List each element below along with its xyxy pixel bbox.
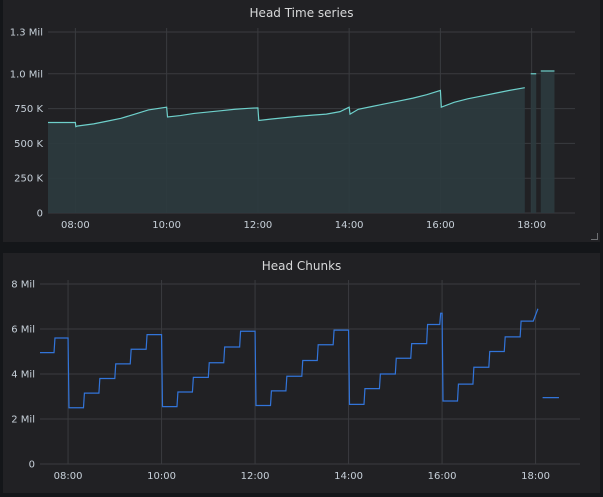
x-tick-label: 18:00 <box>521 471 550 482</box>
y-tick-label: 4 Mil <box>11 370 35 381</box>
y-tick-label: 2 Mil <box>11 415 35 426</box>
head-chunks-chart[interactable]: 0 2 Mil 4 Mil 6 Mil 8 Mil 08:00 10:00 12:00 14:0… <box>3 253 600 493</box>
x-tick-label: 16:00 <box>426 220 455 231</box>
y-tick-label: 1.3 Mil <box>10 28 43 39</box>
x-tick-label: 08:00 <box>54 471 83 482</box>
panel-title[interactable]: Head Chunks <box>261 259 342 273</box>
x-tick-label: 16:00 <box>428 471 457 482</box>
series-area-fill <box>530 73 537 214</box>
series-area-fill <box>540 70 555 213</box>
x-tick-label: 08:00 <box>61 220 90 231</box>
y-tick-label: 500 K <box>14 139 43 150</box>
y-tick-label: 8 Mil <box>11 280 35 291</box>
y-tick-label: 750 K <box>14 104 43 115</box>
resize-icon[interactable] <box>591 233 598 240</box>
series-line <box>48 87 525 128</box>
head-time-series-chart[interactable]: 0 250 K 500 K 750 K 1.0 Mil 1.3 Mil 08:00 10:00… <box>3 0 600 242</box>
x-tick-label: 12:00 <box>241 471 270 482</box>
x-tick-label: 14:00 <box>334 471 363 482</box>
x-tick-label: 14:00 <box>335 220 364 231</box>
x-tick-label: 12:00 <box>243 220 272 231</box>
x-tick-label: 10:00 <box>147 471 176 482</box>
y-tick-label: 250 K <box>14 174 43 185</box>
y-tick-label: 6 Mil <box>11 325 35 336</box>
y-tick-label: 1.0 Mil <box>10 69 43 80</box>
y-tick-label: 0 <box>37 209 43 220</box>
series-line <box>40 308 539 409</box>
series-area-fill <box>48 87 525 213</box>
x-tick-label: 10:00 <box>152 220 181 231</box>
head-chunks-panel: Head Chunks 0 2 Mil 4 Mil 6 Mil 8 Mil 08:00 10… <box>3 253 600 493</box>
panel-title[interactable]: Head Time series <box>249 6 354 20</box>
head-time-series-panel: Head Time series 0 250 K 500 K 750 K 1.0 Mil… <box>3 0 600 242</box>
x-tick-label: 18:00 <box>517 220 546 231</box>
y-tick-label: 0 <box>29 460 35 471</box>
